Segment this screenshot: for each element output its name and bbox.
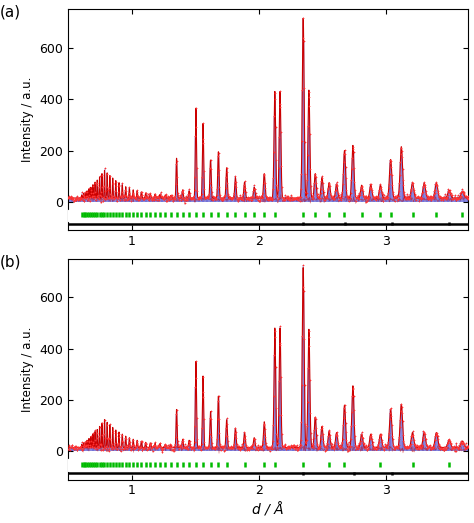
Bar bbox=[68, 459, 468, 471]
Text: (b): (b) bbox=[0, 254, 21, 269]
Bar bbox=[68, 210, 468, 221]
X-axis label: d / Å: d / Å bbox=[253, 503, 284, 517]
Y-axis label: Intensity / a.u.: Intensity / a.u. bbox=[21, 77, 34, 162]
Text: (a): (a) bbox=[0, 5, 21, 20]
Y-axis label: Intensity / a.u.: Intensity / a.u. bbox=[21, 326, 34, 412]
